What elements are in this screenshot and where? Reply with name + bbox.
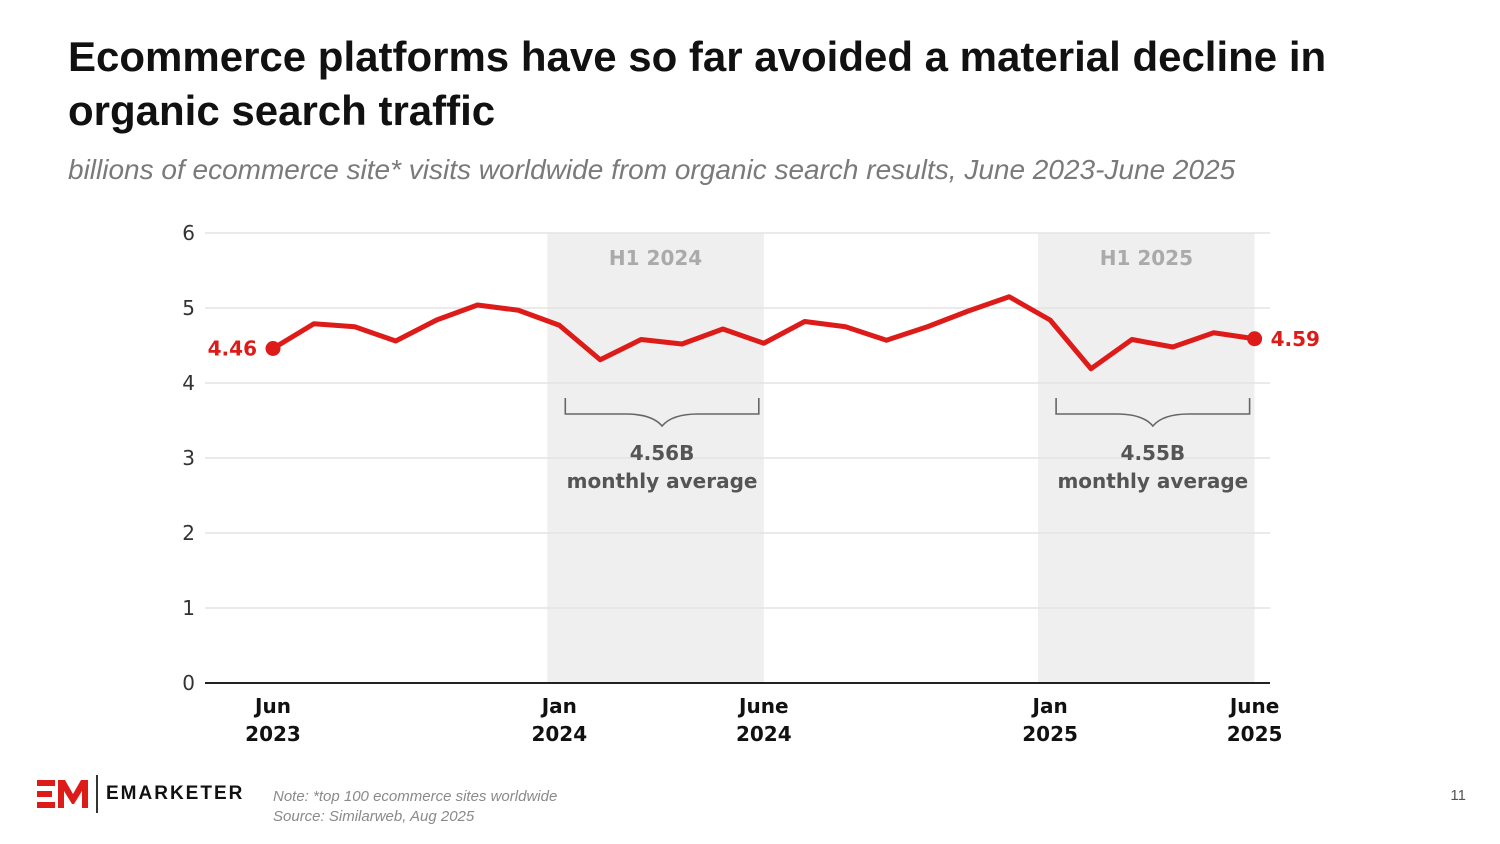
x-tick-label: Jun <box>253 694 291 718</box>
x-tick-label: June <box>1228 694 1279 718</box>
end-value-label: 4.59 <box>1271 327 1320 351</box>
x-tick-label: 2024 <box>736 722 792 746</box>
x-tick-label: June <box>737 694 788 718</box>
average-value-label: 4.56B <box>630 441 695 465</box>
emarketer-logo: EMARKETER <box>36 774 244 814</box>
y-tick-label: 0 <box>182 671 195 695</box>
em-logo-mark <box>37 780 88 808</box>
average-text-label: monthly average <box>567 469 758 493</box>
note-text: Note: *top 100 ecommerce sites worldwide <box>273 788 558 805</box>
slide-title: Ecommerce platforms have so far avoided … <box>68 33 1327 134</box>
logo-wordmark: EMARKETER <box>106 783 245 804</box>
y-tick-label: 4 <box>182 371 195 395</box>
logo-divider <box>96 775 98 813</box>
x-tick-label: 2025 <box>1227 722 1283 746</box>
line-chart: 0 1 2 3 4 5 6 Jun 2023 Jan 2024 June 2024 Jan 2025 June… <box>182 221 1320 746</box>
end-point-marker <box>1247 331 1263 347</box>
start-point-marker <box>265 341 281 356</box>
page-number: 11 <box>1450 787 1466 804</box>
x-tick-label: 2025 <box>1022 722 1078 746</box>
series-line <box>270 294 1258 372</box>
start-value-label: 4.46 <box>208 337 257 361</box>
x-tick-label: Jan <box>1031 694 1068 718</box>
average-bracket <box>1055 398 1251 428</box>
y-tick-label: 3 <box>182 446 195 470</box>
average-bracket <box>564 398 760 428</box>
x-tick-label: 2024 <box>531 722 587 746</box>
x-tick-label: Jan <box>540 694 577 718</box>
average-text-label: monthly average <box>1057 469 1248 493</box>
x-tick-label: 2023 <box>245 722 301 746</box>
slide-subtitle: billions of ecommerce site* visits world… <box>68 154 1236 185</box>
y-tick-label: 1 <box>182 596 195 620</box>
y-tick-label: 5 <box>182 296 195 320</box>
y-tick-label: 2 <box>182 521 195 545</box>
y-tick-label: 6 <box>182 221 195 245</box>
source-text: Source: Similarweb, Aug 2025 <box>273 808 475 825</box>
band-label: H1 2024 <box>609 246 702 270</box>
band-label: H1 2025 <box>1100 246 1193 270</box>
footnote: Note: *top 100 ecommerce sites worldwide… <box>273 787 557 827</box>
average-value-label: 4.55B <box>1121 441 1186 465</box>
